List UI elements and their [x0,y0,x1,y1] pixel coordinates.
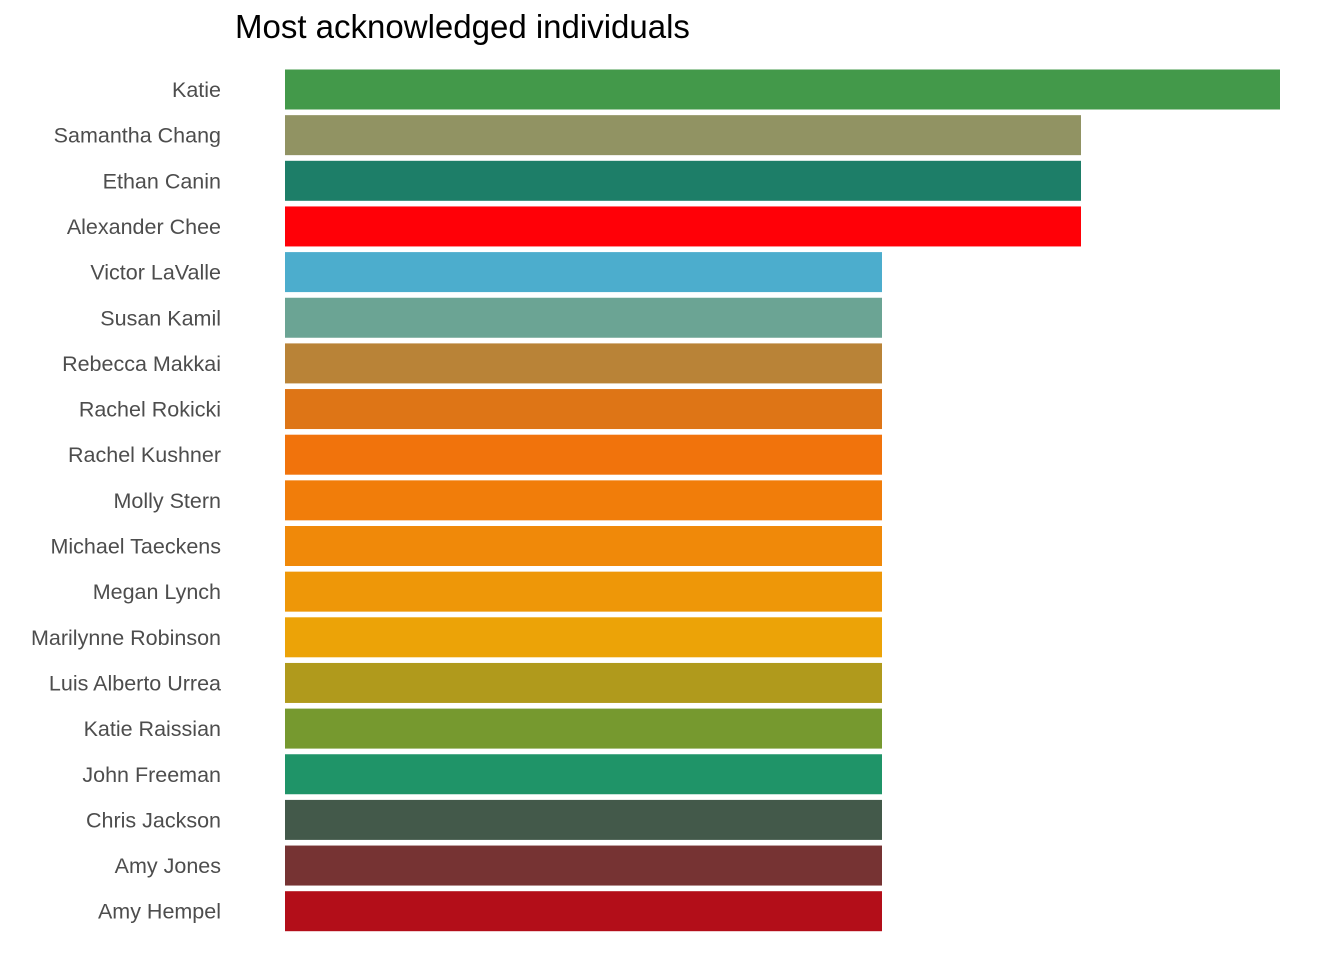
bar-rachel-rokicki [285,389,882,430]
bar-katie [285,69,1280,110]
bar-ethan-canin [285,160,1081,201]
category-label: Katie [172,78,221,102]
chart-title: Most acknowledged individuals [235,8,690,45]
category-label: Chris Jackson [86,808,221,832]
category-label: Michael Taeckens [51,535,222,559]
bar-katie-raissian [285,708,882,749]
category-label: Marilynne Robinson [31,626,221,650]
bar-amy-hempel [285,891,882,932]
category-label: Megan Lynch [93,580,221,604]
bar-chris-jackson [285,799,882,840]
bar-alexander-chee [285,206,1081,247]
category-label: Amy Jones [115,854,221,878]
category-label: Ethan Canin [103,169,221,193]
bar-rachel-kushner [285,434,882,475]
category-label: Alexander Chee [67,215,221,239]
bar-susan-kamil [285,297,882,338]
category-label: Rebecca Makkai [62,352,221,376]
category-label: Katie Raissian [84,717,221,741]
bar-john-freeman [285,754,882,795]
category-label: Victor LaValle [90,261,221,285]
category-label: Rachel Kushner [68,443,221,467]
category-label: Samantha Chang [54,124,221,148]
bar-molly-stern [285,480,882,521]
category-label: Molly Stern [113,489,221,513]
bar-luis-alberto-urrea [285,662,882,703]
category-label: Susan Kamil [100,306,221,330]
bar-megan-lynch [285,571,882,612]
category-label: John Freeman [82,763,221,787]
bar-samantha-chang [285,115,1081,156]
bar-victor-lavalle [285,252,882,293]
bar-marilynne-robinson [285,617,882,658]
category-label: Luis Alberto Urrea [49,671,221,695]
bar-rebecca-makkai [285,343,882,384]
category-label: Rachel Rokicki [79,398,221,422]
bar-michael-taeckens [285,526,882,566]
bar-amy-jones [285,845,882,886]
category-label: Amy Hempel [98,900,221,924]
